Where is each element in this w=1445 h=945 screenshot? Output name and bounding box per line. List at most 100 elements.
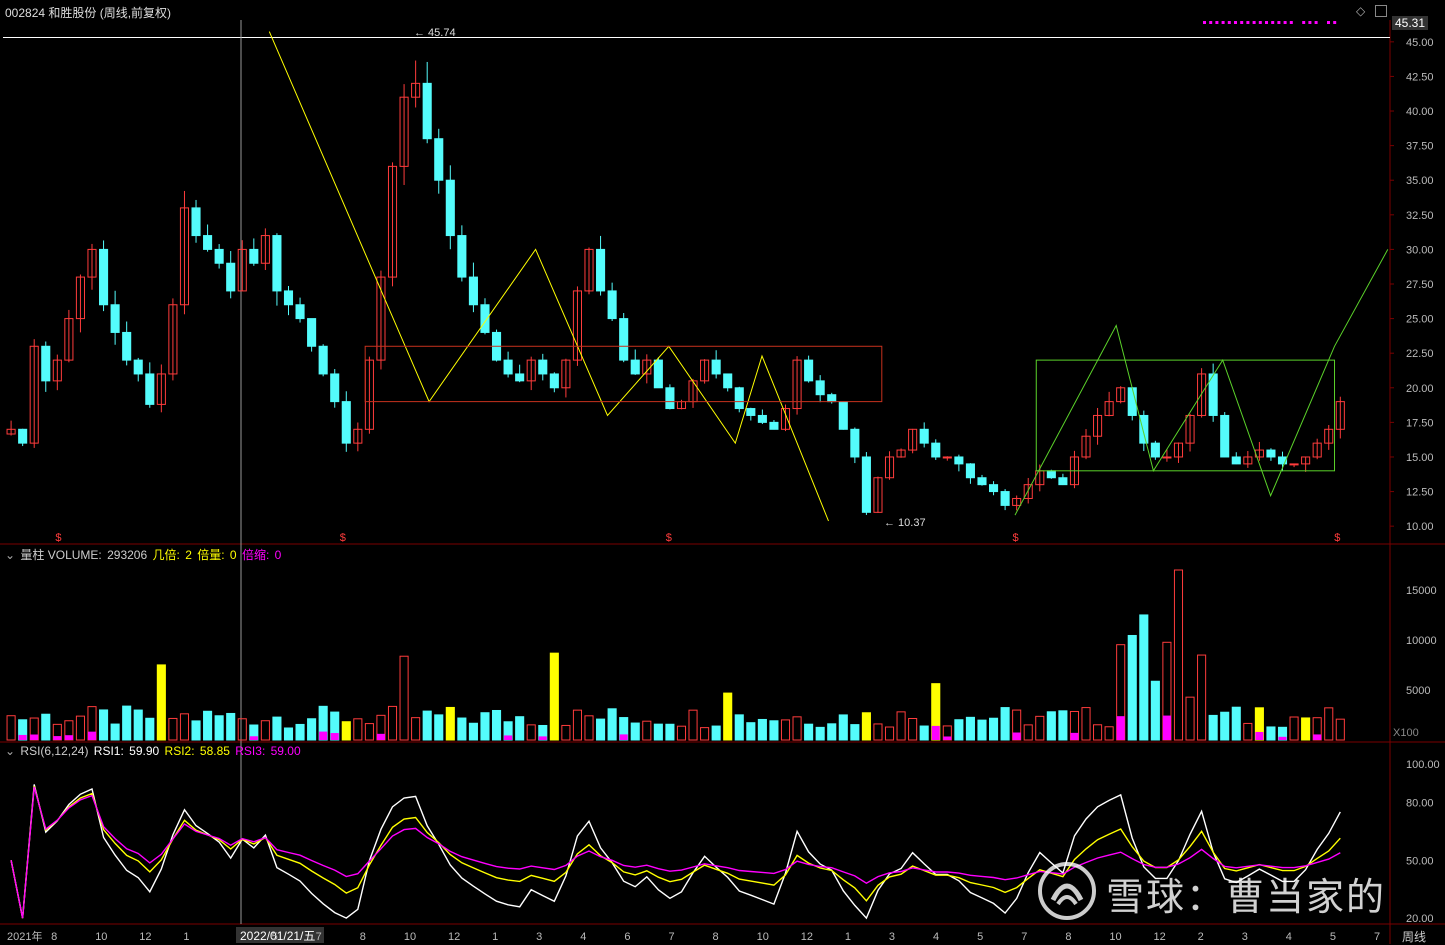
y-tick-label: 37.50	[1406, 141, 1434, 153]
cursor-date-label: 2022/01/21/五	[240, 929, 315, 943]
candle-body	[457, 235, 467, 278]
volume-bar	[6, 715, 16, 741]
volume-bar	[307, 718, 317, 741]
candle-body	[757, 414, 767, 423]
candle-body	[954, 456, 964, 465]
candle-body	[619, 318, 629, 361]
candle-body	[1150, 442, 1160, 458]
diamond-icon[interactable]: ◇	[1356, 4, 1366, 18]
volume-shrink-bar	[64, 735, 73, 740]
volume-bar	[919, 725, 929, 741]
volume-bar	[75, 715, 85, 741]
volume-shrink-bar	[504, 735, 513, 740]
volume-bar	[734, 714, 744, 741]
volume-bar	[272, 716, 282, 741]
volume-bar	[1035, 715, 1045, 741]
candle-body	[1289, 463, 1299, 466]
y-tick-label: 15000	[1406, 585, 1437, 597]
volume-bar	[746, 722, 756, 741]
candle-body	[295, 304, 305, 320]
volume-shrink-bar	[619, 734, 628, 740]
volume-bar	[630, 722, 640, 741]
signal-dot	[1314, 21, 1318, 24]
candle-body	[168, 304, 178, 375]
volume-shrink-bar	[376, 733, 386, 740]
consolidation-box-red	[364, 345, 883, 403]
volume-bar	[179, 713, 190, 741]
volume-shrink-bar	[538, 736, 547, 740]
volume-bar	[399, 655, 409, 741]
x-tick-label: 8	[51, 931, 57, 943]
candle-body	[1185, 414, 1195, 444]
dividend-marker: $	[666, 532, 672, 544]
signal-dot	[1265, 21, 1268, 24]
candle-body	[376, 276, 386, 361]
candle-body	[1000, 491, 1010, 506]
volume-bar	[1023, 724, 1033, 741]
volume-bar	[1173, 569, 1184, 741]
candle-body	[52, 359, 62, 382]
volume-bar	[1104, 726, 1114, 741]
period-label[interactable]: 周线	[1402, 930, 1427, 944]
volume-bar	[607, 708, 617, 741]
volume-bar	[110, 723, 120, 741]
volume-bar	[99, 709, 109, 741]
volume-bar	[260, 720, 270, 741]
volume-bar	[642, 720, 652, 741]
volume-shrink-bar	[87, 731, 97, 740]
rsi1-line	[10, 784, 1341, 920]
volume-bar	[653, 723, 663, 741]
volume-shrink-bar	[1162, 715, 1171, 740]
chevron-down-icon[interactable]: ⌄	[5, 744, 16, 758]
candle-body	[1197, 373, 1207, 416]
volume-bar	[1093, 724, 1103, 741]
candle-body	[422, 82, 432, 140]
candle-body	[64, 318, 74, 361]
x-tick-label: 8	[713, 931, 719, 943]
candle-body	[873, 477, 883, 513]
x-tick-label: 10	[1109, 931, 1121, 943]
volume-bar	[526, 724, 536, 741]
candle-body	[965, 463, 975, 479]
candle-body	[746, 408, 756, 416]
signal-dot	[1227, 21, 1231, 24]
volume-shrink-bar	[330, 733, 339, 740]
x-tick-label: 4	[1286, 931, 1292, 943]
candle-body	[769, 421, 779, 430]
volume-bar	[145, 717, 155, 741]
y-tick-label: 27.50	[1406, 279, 1434, 291]
volume-bar	[572, 709, 582, 741]
x-tick-label: 1	[845, 931, 851, 943]
x-tick-label: 10	[95, 931, 107, 943]
candle-body	[237, 248, 247, 292]
signal-dot	[1258, 21, 1262, 24]
x-tick-label: 2021年	[7, 929, 42, 943]
xueqiu-logo-icon	[1038, 862, 1096, 920]
volume-bar	[237, 718, 247, 741]
candle-body	[1220, 414, 1230, 458]
rsi-header: ⌄ RSI(6,12,24) RSI1: 59.90 RSI2: 58.85 R…	[5, 744, 301, 758]
x-tick-label: 3	[1242, 931, 1248, 943]
candle-body	[989, 484, 999, 493]
rsi3-line	[10, 786, 1341, 919]
volume-bar	[896, 711, 906, 741]
candle-body	[1312, 442, 1322, 458]
x-tick-label: 8	[360, 931, 366, 943]
dividend-marker: $	[1334, 532, 1340, 544]
signal-dot	[1240, 21, 1244, 24]
candle-body	[341, 401, 351, 444]
chart-title: 002824 和胜股份 (周线,前复权)	[5, 6, 172, 20]
candle-body	[272, 235, 282, 292]
candle-body	[318, 345, 328, 375]
window-toggle-icon[interactable]	[1375, 5, 1387, 17]
rsi2-line	[10, 786, 1341, 919]
candle-body	[561, 359, 571, 389]
chevron-down-icon[interactable]: ⌄	[5, 548, 16, 562]
candle-body	[1081, 435, 1091, 458]
candle-body	[283, 290, 294, 306]
volume-bar	[1220, 711, 1230, 741]
volume-bar	[468, 722, 478, 741]
candle-body	[804, 359, 814, 382]
x-tick-label: 3	[889, 931, 895, 943]
